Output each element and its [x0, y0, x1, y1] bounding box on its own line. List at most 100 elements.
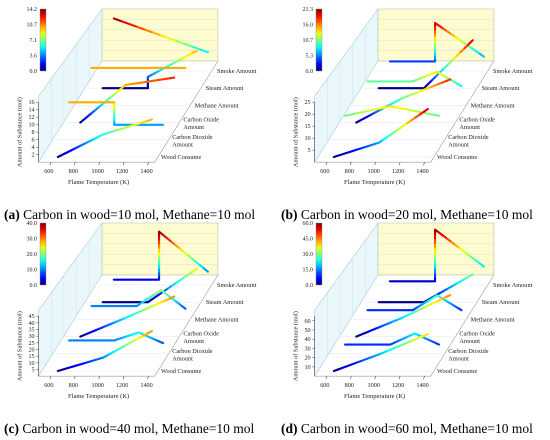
- series-steam-amount: Steam Amount: [362, 273, 520, 306]
- side-wall: [314, 8, 379, 164]
- series-label: Steam Amount: [206, 85, 244, 92]
- colorbar: [39, 8, 47, 72]
- series-label: Methane Amount: [195, 316, 239, 323]
- x-tick: [98, 162, 100, 166]
- x-tick: [374, 162, 376, 166]
- y-tick-label: 8: [32, 129, 35, 136]
- y-tick-label: 60: [304, 318, 310, 325]
- series-label: Wood Consume: [161, 154, 201, 161]
- x-tick-label: 1200: [116, 382, 128, 389]
- x-tick: [49, 162, 52, 166]
- x-tick-label: 1000: [92, 168, 104, 175]
- x-tick: [147, 162, 149, 166]
- chart-panel-1: 600 800 1000 1200 1400 Flame Temperature (K) 2…: [17, 7, 257, 186]
- x-tick: [98, 376, 100, 380]
- colorbar-tick-label: 20.0: [27, 252, 38, 258]
- colorbar-tick-label: 7.1: [30, 38, 38, 44]
- y-tick-label: 25: [28, 340, 34, 347]
- x-axis-title: Flame Temperature (K): [344, 179, 405, 186]
- series-label: Carbon Oxide: [459, 117, 495, 124]
- y-axis-title: Amount of Substance (mol): [293, 97, 300, 167]
- series-line-segment: [458, 307, 463, 312]
- caption-b-label: (b): [281, 207, 298, 222]
- series-line-segment: [202, 267, 209, 273]
- x-tick-label: 1400: [416, 168, 428, 175]
- colorbar-tick-label: 0.0: [306, 69, 314, 75]
- chart-panel-2: 600 800 1000 1200 1400 Flame Temperature (K) 5…: [293, 7, 533, 186]
- y-tick-label: 25: [304, 99, 310, 106]
- series-label: Steam Amount: [482, 85, 520, 92]
- caption-c-text: Carbon in wood=40 mol, Methane=10 mol: [22, 421, 255, 436]
- series-line-segment: [191, 49, 198, 54]
- x-tick-label: 600: [44, 382, 53, 389]
- colorbar-tick-label: 40.0: [27, 221, 38, 227]
- colorbar-tick-label: 45.0: [303, 237, 314, 243]
- x-tick: [73, 162, 76, 166]
- x-tick-label: 800: [345, 382, 354, 389]
- series-label: Carbon Dioxide: [448, 134, 489, 141]
- series-line-segment: [167, 37, 178, 43]
- colorbar-tick-label: 10.0: [27, 268, 38, 274]
- x-tick-label: 1000: [368, 382, 380, 389]
- series-line-segment: [182, 306, 187, 310]
- x-tick: [147, 376, 149, 380]
- y-tick-label: 14: [28, 107, 34, 114]
- y-tick-label: 12: [28, 114, 34, 121]
- series-label: Carbon Oxide: [183, 117, 219, 124]
- series-line-segment: [128, 23, 139, 28]
- series-line-segment: [191, 267, 198, 273]
- caption-c-label: (c): [4, 421, 19, 436]
- series-label: Wood Consume: [161, 368, 201, 375]
- x-tick-label: 600: [44, 168, 53, 175]
- series-line-segment: [478, 262, 485, 268]
- x-tick: [398, 376, 401, 380]
- y-tick-label: 15: [304, 123, 310, 130]
- y-tick-label: 10: [28, 122, 34, 129]
- series-line-segment: [467, 39, 474, 46]
- colorbar-tick-label: 15.0: [303, 268, 314, 274]
- x-tick: [398, 162, 401, 166]
- x-tick-label: 800: [345, 168, 354, 175]
- series-line-segment: [169, 76, 176, 80]
- series-label: Steam Amount: [482, 299, 520, 306]
- colorbar-tick-label: 30.0: [303, 252, 314, 258]
- series-smoke-amount: Smoke Amount: [374, 21, 533, 75]
- x-axis-title: Flame Temperature (K): [68, 179, 129, 186]
- colorbar-tick-label: 0.0: [30, 283, 38, 289]
- series-line-segment: [422, 333, 429, 337]
- x-tick: [325, 376, 328, 380]
- series-label: Methane Amount: [471, 102, 515, 109]
- series-line-segment: [422, 107, 429, 113]
- y-tick-label: 35: [28, 326, 34, 333]
- y-tick-label: 20: [304, 111, 310, 118]
- x-tick-label: 1000: [368, 168, 380, 175]
- x-tick: [325, 162, 328, 166]
- y-tick-label: 10: [304, 364, 310, 371]
- series-label: Amount: [183, 124, 204, 131]
- series-line-segment: [169, 295, 176, 300]
- series-line-segment: [199, 48, 209, 54]
- series-label: Amount: [183, 338, 204, 345]
- series-line-segment: [458, 83, 463, 88]
- y-axis-title: Amount of Substance (mol): [293, 311, 300, 381]
- y-tick-label: 30: [304, 345, 310, 352]
- x-axis-title: Flame Temperature (K): [68, 393, 129, 400]
- caption-d: (d) Carbon in wood=60 mol, Methane=10 mo…: [281, 421, 533, 437]
- series-line-segment: [136, 25, 147, 31]
- chart-panel-3: 600 800 1000 1200 1400 Flame Temperature (K) 5…: [17, 221, 257, 400]
- series-smoke-amount: Smoke Amount: [98, 17, 257, 75]
- series-label: Amount: [448, 355, 469, 362]
- series-line-segment: [146, 329, 153, 335]
- series-label: Carbon Dioxide: [172, 134, 213, 141]
- series-line-segment: [112, 17, 123, 23]
- y-axis-title: Amount of Substance (mol): [17, 311, 24, 381]
- x-tick-label: 1000: [92, 382, 104, 389]
- series-line-segment: [436, 342, 441, 346]
- series-smoke-amount: Smoke Amount: [374, 228, 533, 289]
- colorbar-tick-label: 0.0: [30, 69, 38, 75]
- y-tick-label: 10: [28, 360, 34, 367]
